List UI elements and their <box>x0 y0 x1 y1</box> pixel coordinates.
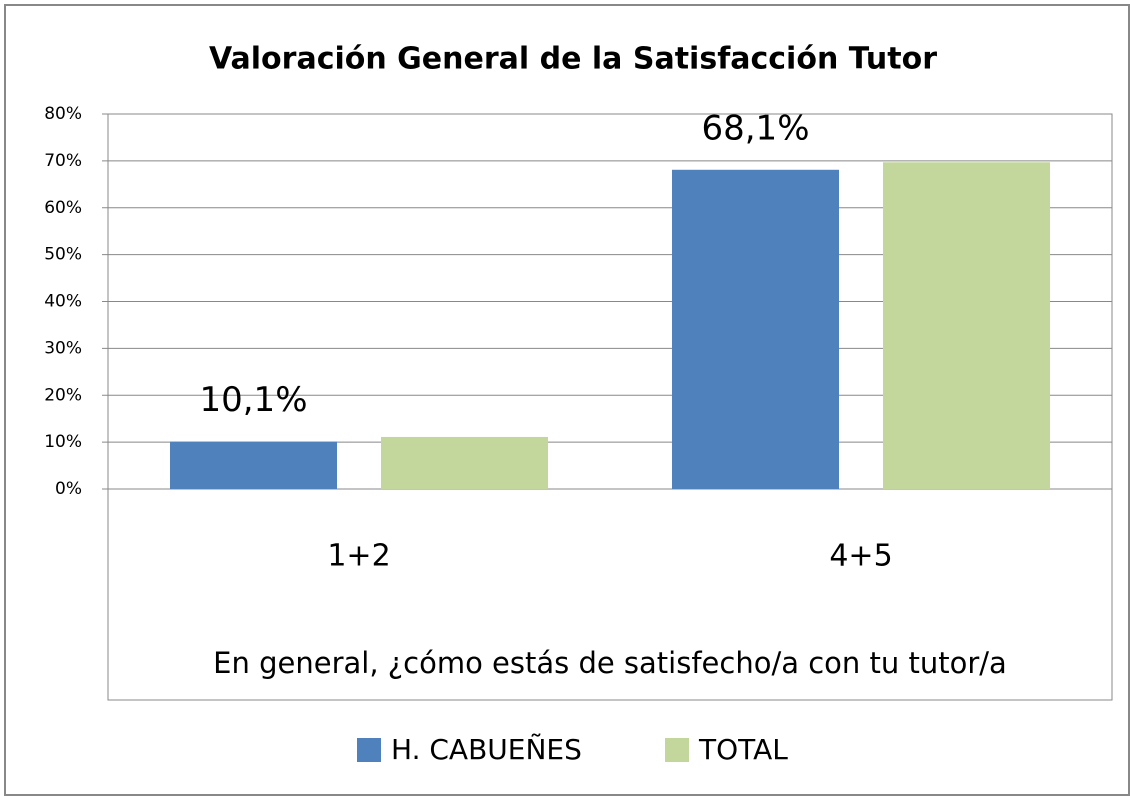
y-tick-label: 20% <box>44 385 82 405</box>
y-tick-label: 40% <box>44 292 82 312</box>
x-tick-label: 1+2 <box>327 539 390 574</box>
data-label: 68,1% <box>701 108 809 148</box>
bar <box>381 436 548 489</box>
y-tick-label: 10% <box>44 432 82 452</box>
chart-title: Valoración General de la Satisfacción Tu… <box>209 42 937 77</box>
y-tick-label: 30% <box>44 338 82 358</box>
legend-label: TOTAL <box>698 733 788 766</box>
y-tick-label: 60% <box>44 198 82 218</box>
y-tick-label: 80% <box>44 104 82 124</box>
legend-swatch <box>665 738 689 762</box>
y-tick-label: 50% <box>44 245 82 265</box>
data-label: 10,1% <box>199 380 307 420</box>
x-tick-label: 4+5 <box>829 539 892 574</box>
bar <box>883 162 1050 489</box>
y-tick-label: 70% <box>44 151 82 171</box>
legend-swatch <box>357 738 381 762</box>
bar <box>170 441 337 489</box>
y-tick-label: 0% <box>55 479 82 499</box>
bar <box>672 169 839 489</box>
legend-label: H. CABUEÑES <box>391 733 582 766</box>
x-axis-title: En general, ¿cómo estás de satisfecho/a … <box>213 646 1007 680</box>
